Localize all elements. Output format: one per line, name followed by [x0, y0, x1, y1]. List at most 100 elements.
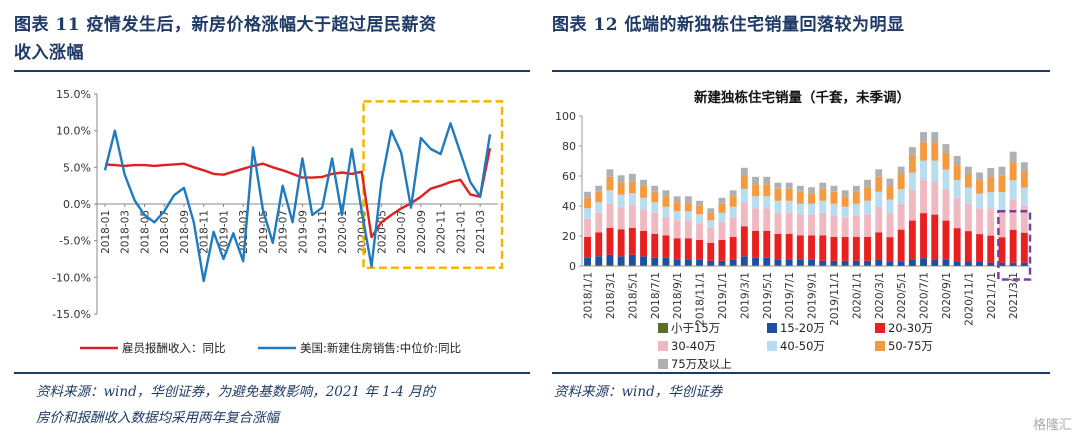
- bar-segment: [808, 265, 815, 267]
- bar-segment: [752, 176, 759, 185]
- bar-segment: [897, 189, 905, 204]
- bar-segment: [1020, 232, 1028, 263]
- bar-segment: [595, 202, 603, 213]
- series-line-2: [103, 122, 492, 283]
- legend-swatch: [875, 341, 885, 351]
- y-tick-label: -10.0%: [52, 271, 91, 284]
- bar-segment: [707, 227, 715, 243]
- bar-segment: [841, 196, 849, 207]
- bar-segment: [729, 265, 737, 267]
- bar-segment: [897, 229, 905, 262]
- bar-segment: [640, 230, 647, 257]
- bar-segment: [1020, 171, 1028, 188]
- figure-12-title: 图表 12 低端的新独栋住宅销量回落较为明显: [552, 15, 905, 35]
- legend-swatch: [658, 323, 668, 333]
- highlight-box: [997, 210, 1032, 281]
- bar-segment: [1009, 199, 1017, 230]
- bar-segment: [976, 180, 983, 194]
- bar-segment: [830, 265, 838, 267]
- bar-segment: [640, 265, 647, 267]
- bar-segment: [673, 265, 681, 267]
- bar-segment: [908, 259, 916, 266]
- bar-segment: [718, 260, 726, 266]
- bar-segment: [908, 190, 916, 221]
- bar-segment: [584, 218, 591, 237]
- bar-segment: [729, 190, 737, 197]
- bar-segment: [796, 265, 804, 267]
- bar-segment: [651, 191, 659, 203]
- bar-segment: [785, 212, 793, 234]
- bar-segment: [908, 172, 916, 191]
- bar-segment: [684, 238, 692, 260]
- bar-segment: [729, 196, 737, 207]
- x-tick-label: 2021-01: [455, 210, 467, 254]
- bar-segment: [852, 215, 860, 237]
- bar-segment: [953, 180, 961, 199]
- bar-segment: [1020, 262, 1028, 266]
- bar-segment: [987, 192, 995, 209]
- legend-label: 75万及以上: [671, 357, 732, 371]
- bar-segment: [763, 184, 771, 197]
- bar-segment: [920, 160, 927, 181]
- bar-segment: [819, 200, 827, 213]
- bar-segment: [808, 187, 815, 194]
- bar-segment: [606, 265, 614, 267]
- x-tick-label: 2018/7/1: [650, 272, 662, 319]
- y-tick-label: 60: [562, 170, 576, 183]
- y-tick-label: 10.0%: [56, 125, 91, 138]
- bar-segment: [1020, 162, 1028, 172]
- x-tick-label: 2018/3/1: [605, 272, 617, 319]
- bar-segment: [987, 177, 995, 193]
- bar-segment: [976, 208, 983, 235]
- bar-segment: [931, 142, 939, 161]
- bar-segment: [785, 188, 793, 201]
- bar-segment: [964, 166, 972, 175]
- x-tick-label: 2020/7/1: [919, 272, 931, 319]
- x-tick-label: 2021-03: [475, 210, 487, 254]
- bar-segment: [964, 187, 972, 204]
- bar-segment: [808, 193, 815, 204]
- bar-segment: [752, 208, 759, 231]
- bar-segment: [662, 257, 670, 266]
- bar-segment: [606, 190, 614, 204]
- bar-segment: [830, 191, 838, 204]
- legend-swatch: [658, 359, 668, 369]
- bar-segment: [864, 236, 871, 261]
- bar-segment: [785, 200, 793, 213]
- y-tick-label: 0: [569, 260, 576, 273]
- bar-segment: [662, 235, 670, 258]
- bar-segment: [953, 261, 961, 266]
- bar-segment: [942, 220, 950, 260]
- bar-segment: [920, 213, 927, 259]
- bar-segment: [1009, 151, 1017, 163]
- figure-11-title: 图表 11 疫情发生后，新房价格涨幅大于超过居民薪资 收入涨幅: [14, 11, 437, 67]
- bar-segment: [998, 210, 1006, 238]
- bar-segment: [684, 265, 692, 267]
- figure-11-source: 资料来源：wind，华创证券，为避免基数影响，2021 年 1-4 月的 房价和…: [36, 379, 435, 431]
- bar-segment: [628, 173, 636, 182]
- bar-segment: [998, 262, 1006, 266]
- x-tick-label: 2018/1/1: [583, 272, 595, 319]
- x-tick-label: 2020/9/1: [941, 272, 953, 319]
- x-tick-label: 2019-07: [278, 210, 290, 254]
- bar-segment: [763, 230, 771, 258]
- bar-segment: [595, 265, 603, 267]
- bar-segment: [673, 202, 681, 212]
- bar-segment: [718, 239, 726, 261]
- bar-segment: [886, 199, 894, 214]
- bar-segment: [852, 185, 860, 192]
- bar-segment: [819, 265, 827, 267]
- bar-segment: [852, 191, 860, 204]
- bar-segment: [662, 190, 670, 197]
- bar-segment: [886, 237, 894, 262]
- x-tick-label: 2018-09: [179, 210, 191, 254]
- legend-label: 40-50万: [780, 339, 825, 353]
- bar-segment: [729, 259, 737, 266]
- bar-segment: [752, 265, 759, 267]
- bar-segment: [673, 196, 681, 203]
- bar-segment: [696, 205, 703, 215]
- bar-segment: [740, 202, 748, 227]
- bar-segment: [640, 209, 647, 231]
- x-tick-label: 2020-05: [376, 210, 388, 254]
- bar-segment: [774, 233, 782, 260]
